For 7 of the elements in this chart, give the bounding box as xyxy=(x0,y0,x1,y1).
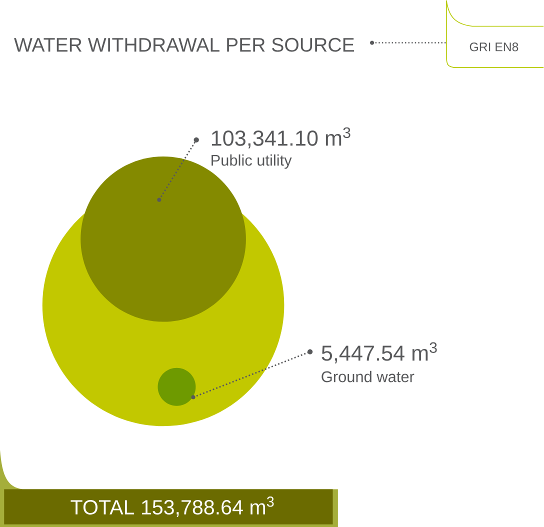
category-label: Public utility xyxy=(212,154,292,169)
data-label: 103,341.10 m$^{3}$ xyxy=(212,127,350,148)
category-label: Ground water xyxy=(322,370,414,382)
text: GRI EN8 xyxy=(470,42,518,52)
text: WATER WITHDRAWAL PER SOURCE xyxy=(14,38,354,52)
text: TOTAL 153,788.64 m$^{3}$ xyxy=(70,496,274,517)
data-label: 5,447.54 m$^{3}$ xyxy=(322,342,437,364)
